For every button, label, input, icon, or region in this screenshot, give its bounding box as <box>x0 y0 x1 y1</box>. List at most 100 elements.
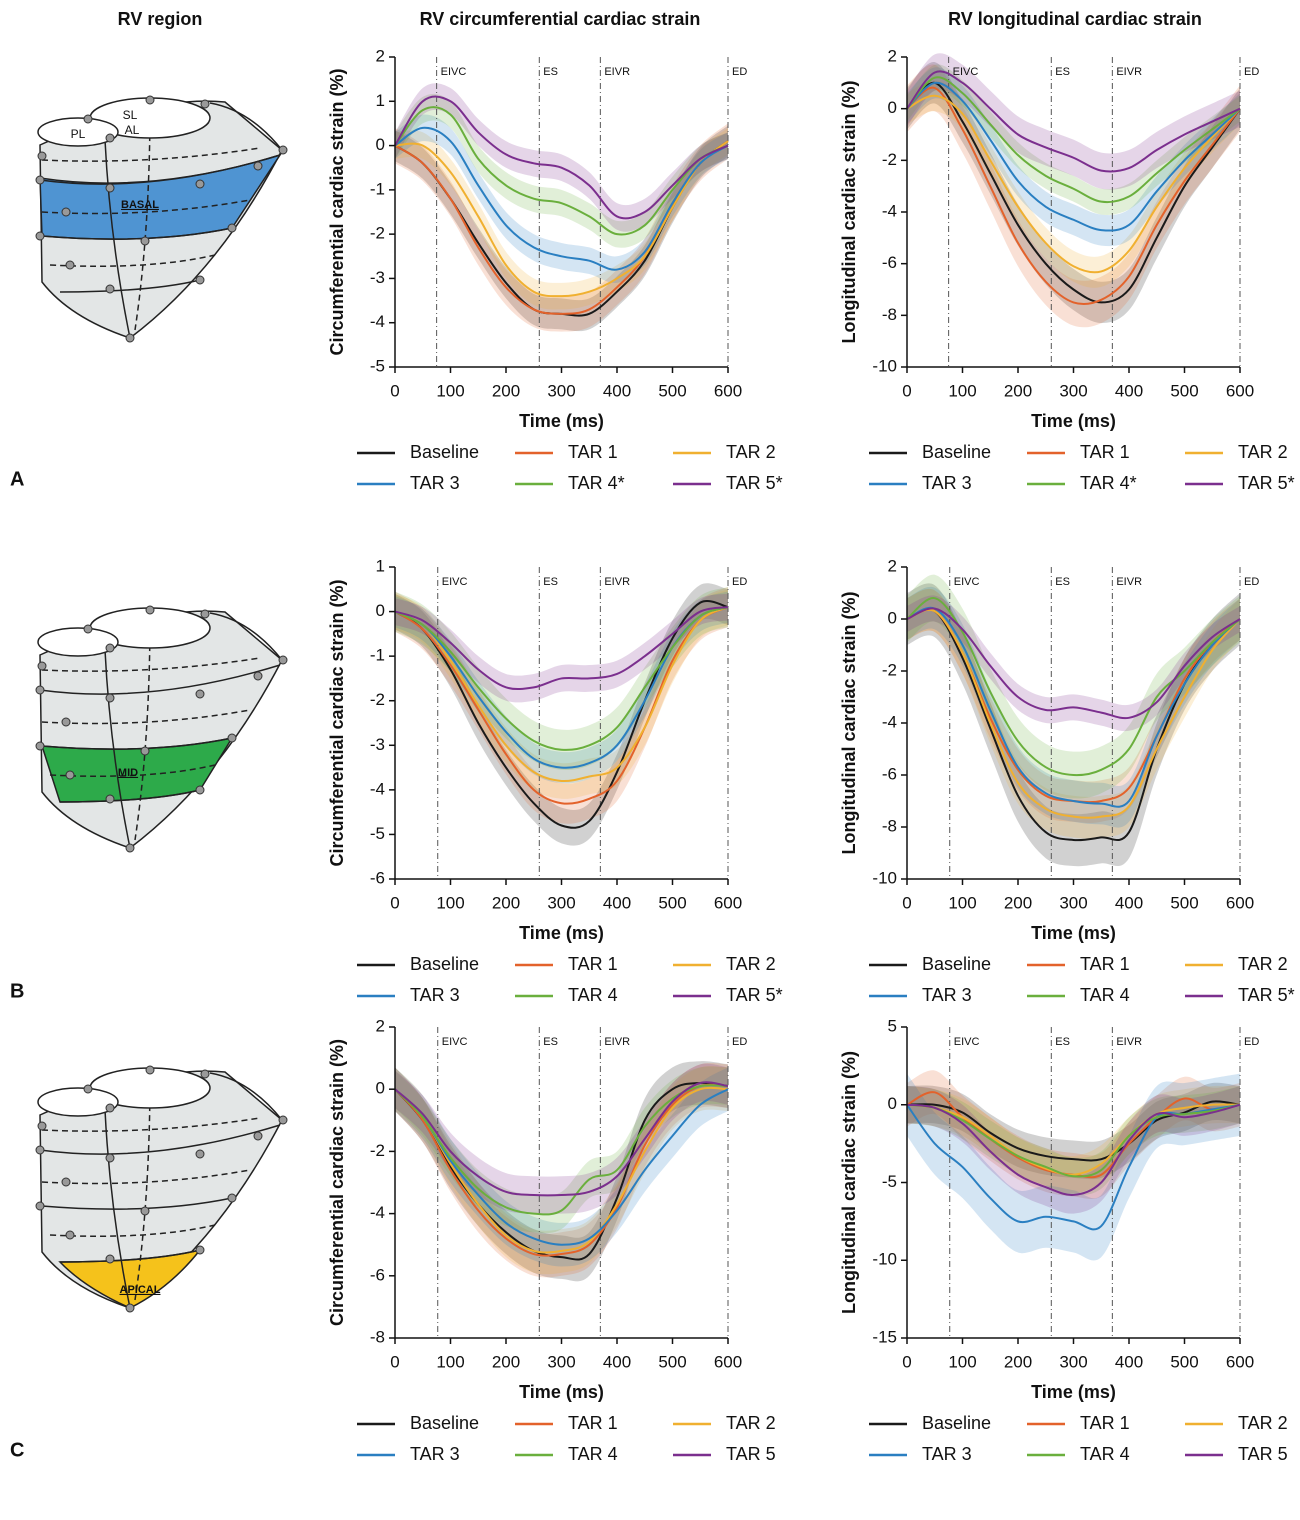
rv-node <box>140 236 150 246</box>
y-tick-label: 2 <box>888 46 897 65</box>
rv-line <box>209 1072 283 1121</box>
rv-node <box>61 1177 71 1187</box>
rv-node <box>65 1230 75 1240</box>
y-tick-label: -2 <box>370 224 385 243</box>
legend-label: TAR 5 <box>1238 1444 1288 1464</box>
event-label: ED <box>732 1036 747 1048</box>
series-line <box>906 608 1241 819</box>
y-tick-label: -1 <box>370 179 385 198</box>
rv-node <box>145 95 155 105</box>
y-tick-label: -4 <box>882 712 897 731</box>
series-line <box>906 86 1241 306</box>
x-tick-label: 400 <box>1115 381 1143 400</box>
x-tick-label: 600 <box>1226 893 1254 912</box>
legend-label: TAR 3 <box>922 985 972 1005</box>
rv-node <box>125 1303 135 1313</box>
legend-label: TAR 4 <box>568 985 618 1005</box>
sd-band <box>907 1082 1240 1180</box>
event-label: EIVC <box>442 1036 468 1048</box>
y-tick-label: -1 <box>370 646 385 665</box>
rv-node <box>105 183 115 193</box>
rv-dashed-line <box>41 147 261 162</box>
x-tick-label: 600 <box>1226 1352 1254 1371</box>
column-title: RV longitudinal cardiac strain <box>948 9 1202 29</box>
x-tick-label: 600 <box>1226 381 1254 400</box>
rv-node <box>278 145 288 155</box>
legend-label: TAR 1 <box>1080 1413 1130 1433</box>
legend-label: TAR 5* <box>1238 985 1295 1005</box>
rv-node <box>140 1206 150 1216</box>
rv-node <box>105 284 115 294</box>
rv-node <box>253 1131 263 1141</box>
legend-label: TAR 4* <box>1080 473 1137 493</box>
y-axis-label: Longitudinal cardiac strain (%) <box>839 80 859 343</box>
legend-label: TAR 4 <box>1080 1444 1130 1464</box>
x-tick-label: 300 <box>547 381 575 400</box>
legend-label: TAR 5* <box>726 473 783 493</box>
series-line <box>906 1103 1241 1176</box>
rv-dashed-line <box>41 657 261 672</box>
x-tick-label: 0 <box>390 1352 399 1371</box>
rv-node <box>195 785 205 795</box>
y-tick-label: -4 <box>882 201 897 220</box>
x-tick-label: 300 <box>547 893 575 912</box>
rv-node <box>105 1254 115 1264</box>
x-tick-label: 300 <box>1059 381 1087 400</box>
y-tick-label: -4 <box>370 1203 385 1222</box>
sd-band <box>907 67 1240 247</box>
event-label: ED <box>1244 1036 1259 1048</box>
rv-dashed-line <box>41 1117 261 1132</box>
rv-node <box>195 1245 205 1255</box>
event-label: EIVR <box>604 66 630 78</box>
y-tick-label: 2 <box>376 1016 385 1035</box>
legend-label: TAR 1 <box>568 954 618 974</box>
x-axis-label: Time (ms) <box>519 923 604 943</box>
panel-label: B <box>10 980 24 1002</box>
legend-label: TAR 5* <box>1238 473 1295 493</box>
rv-node <box>105 1153 115 1163</box>
legend-label: TAR 4* <box>568 473 625 493</box>
rv-node <box>195 179 205 189</box>
sd-band <box>907 62 1240 324</box>
rv-node <box>35 1201 45 1211</box>
event-label: EIVC <box>954 576 980 588</box>
legend-label: TAR 1 <box>568 442 618 462</box>
sd-band <box>395 589 728 799</box>
y-tick-label: 1 <box>376 556 385 575</box>
event-label: EIVR <box>1116 1036 1142 1048</box>
sd-band <box>907 574 1240 799</box>
rv-dashed-line <box>41 199 251 215</box>
x-axis-label: Time (ms) <box>519 411 604 431</box>
x-tick-label: 100 <box>948 893 976 912</box>
x-axis-label: Time (ms) <box>1031 411 1116 431</box>
y-axis-label: Longitudinal cardiac strain (%) <box>839 1051 859 1314</box>
rv-valve <box>37 627 119 657</box>
y-tick-label: -5 <box>370 356 385 375</box>
rv-node <box>227 1193 237 1203</box>
panel-label: C <box>10 1439 24 1461</box>
series-line <box>906 1103 1241 1178</box>
x-tick-label: 100 <box>948 1352 976 1371</box>
legend-label: TAR 2 <box>1238 442 1288 462</box>
y-axis-label: Circumferential cardiac strain (%) <box>327 1039 347 1326</box>
x-tick-label: 200 <box>1004 381 1032 400</box>
y-tick-label: -6 <box>882 764 897 783</box>
series-line <box>394 606 729 805</box>
rv-node <box>37 151 47 161</box>
rv-node <box>200 1069 210 1079</box>
y-tick-label: -8 <box>882 816 897 835</box>
y-tick-label: -5 <box>882 1172 897 1191</box>
series-line <box>394 1081 729 1197</box>
legend-label: TAR 2 <box>1238 954 1288 974</box>
rv-node <box>105 643 115 653</box>
rv-node <box>105 1103 115 1113</box>
legend-label: Baseline <box>410 954 479 974</box>
x-tick-label: 100 <box>436 381 464 400</box>
x-tick-label: 500 <box>658 893 686 912</box>
x-tick-label: 0 <box>902 893 911 912</box>
legend-label: TAR 3 <box>922 473 972 493</box>
series-line <box>394 1083 729 1257</box>
x-tick-label: 500 <box>658 381 686 400</box>
legend-label: TAR 1 <box>568 1413 618 1433</box>
rv-node <box>145 1065 155 1075</box>
